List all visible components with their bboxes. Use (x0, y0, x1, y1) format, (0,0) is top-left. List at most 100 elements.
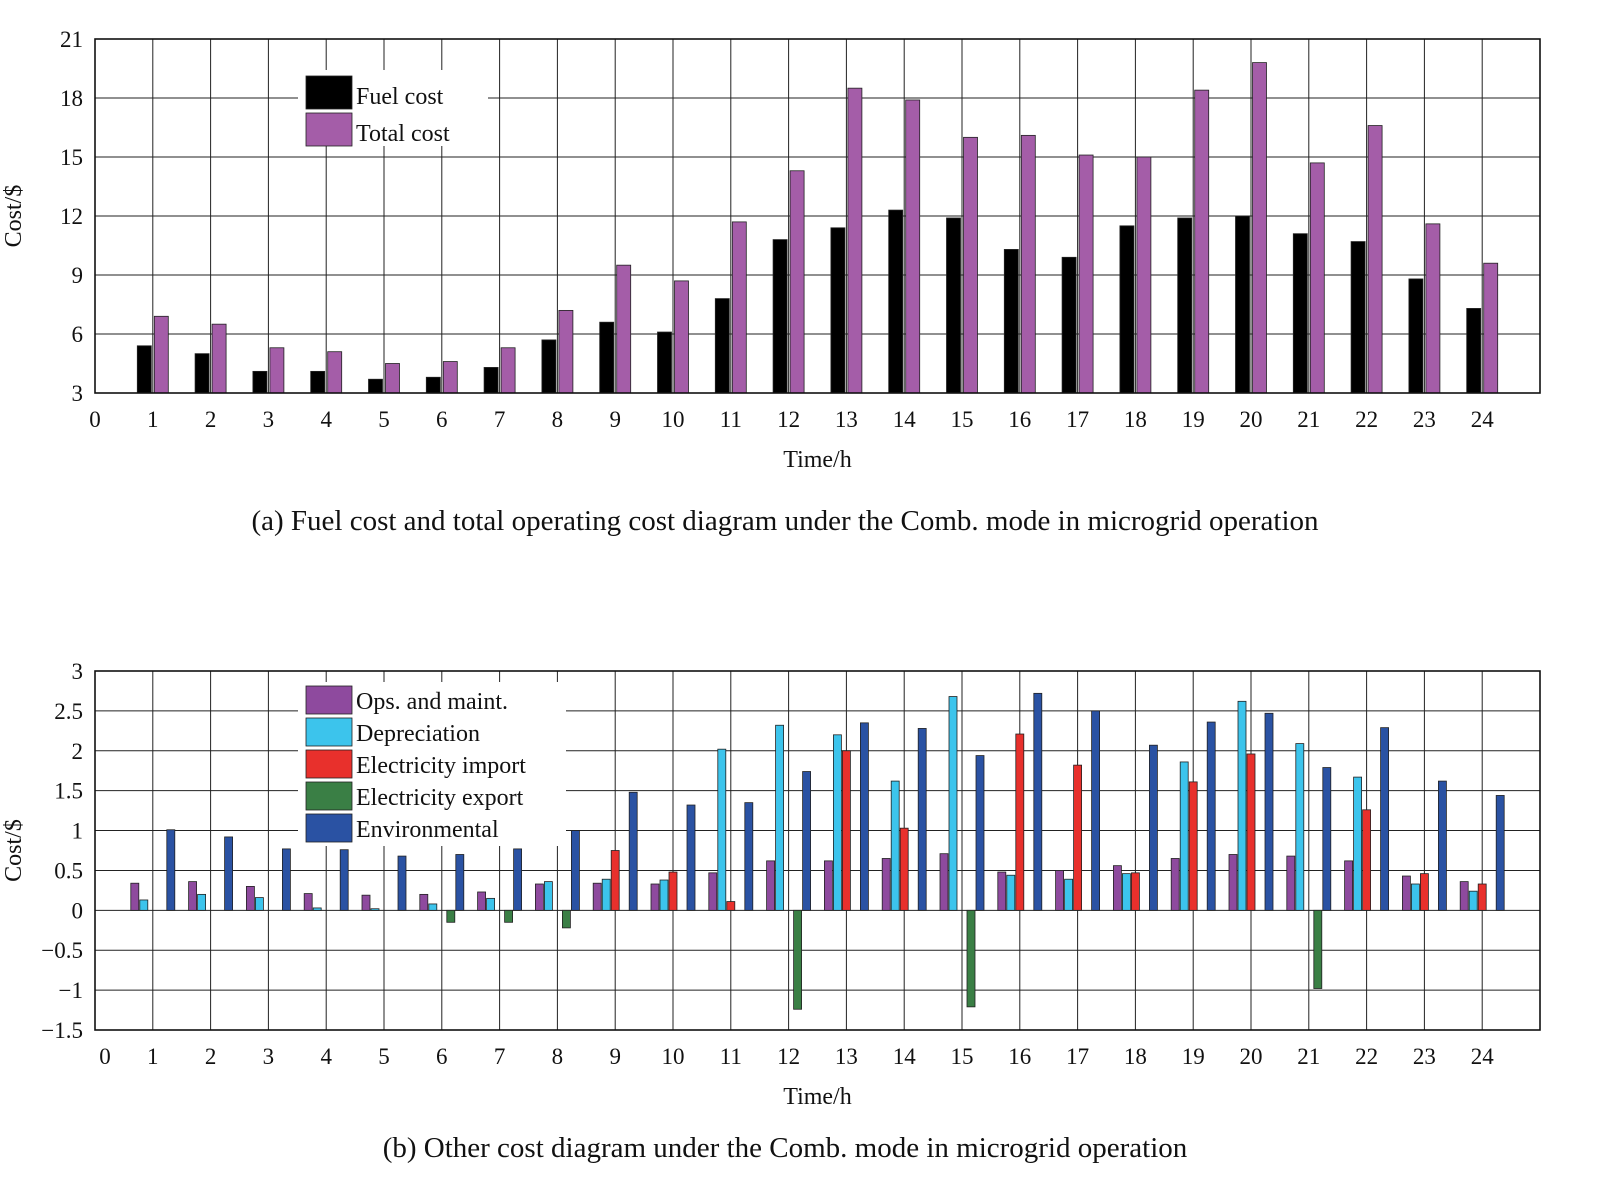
bar-b-s1-t10 (659, 879, 669, 911)
x-tick-label: 14 (893, 407, 917, 432)
bar-b-s3-t15 (966, 909, 976, 1008)
bar-a-s1-t3 (269, 347, 285, 394)
bar-b-s1-t16 (1006, 874, 1016, 911)
bar-a-s1-t8 (558, 309, 574, 394)
legend-label-0: Ops. and maint. (356, 689, 508, 715)
bar-b-s0-t24 (1459, 881, 1469, 911)
bar-a-s0-t6 (425, 376, 441, 394)
bar-b-s0-t1 (130, 882, 140, 911)
chart-b-caption: (b) Other cost diagram under the Comb. m… (383, 1132, 1188, 1164)
x-tick-label: 0 (99, 1044, 111, 1069)
bar-b-s0-t9 (592, 882, 602, 911)
legend: Ops. and maint. Depreciation Electricity i… (298, 682, 566, 846)
bar-b-s2-t24 (1477, 883, 1487, 911)
bar-a-s1-t17 (1078, 154, 1094, 394)
x-tick-label: 4 (320, 1044, 332, 1069)
x-tick-label: 7 (494, 407, 506, 432)
x-tick-label: 9 (609, 407, 621, 432)
y-tick-label: −1 (59, 978, 83, 1003)
bar-a-s0-t12 (772, 239, 788, 394)
x-tick-label: 18 (1124, 1044, 1147, 1069)
bar-b-s3-t12 (793, 909, 802, 1010)
bar-b-s0-t6 (419, 893, 429, 911)
bar-a-s0-t13 (830, 227, 846, 394)
bar-b-s4-t14 (917, 728, 927, 911)
bar-b-s0-t15 (939, 853, 949, 911)
x-tick-label: 21 (1297, 1044, 1320, 1069)
bar-b-s4-t15 (975, 755, 985, 911)
bar-a-s1-t22 (1367, 125, 1383, 394)
bar-b-s3-t8 (562, 909, 571, 929)
bar-b-s4-t16 (1033, 692, 1043, 911)
bar-b-s1-t20 (1237, 700, 1247, 911)
bar-a-s1-t13 (847, 87, 863, 394)
x-tick-label: 6 (436, 1044, 448, 1069)
x-tick-label: 15 (951, 407, 974, 432)
y-tick-label: 2.5 (54, 699, 83, 724)
bar-b-s1-t22 (1353, 776, 1362, 911)
x-tick-label: 16 (1008, 407, 1031, 432)
x-tick-label: 18 (1124, 407, 1147, 432)
bar-b-s1-t11 (717, 748, 727, 911)
bar-b-s4-t1 (166, 829, 176, 911)
legend-swatch-1 (305, 717, 353, 747)
bar-b-s4-t23 (1438, 780, 1447, 911)
bar-b-s2-t14 (899, 827, 909, 911)
bar-a-s1-t6 (442, 361, 458, 394)
bar-b-s0-t16 (997, 871, 1007, 911)
bar-b-s4-t13 (860, 722, 869, 911)
x-tick-label: 0 (89, 407, 101, 432)
bar-b-s0-t4 (303, 893, 313, 911)
y-tick-label: 12 (60, 204, 83, 229)
bar-b-s4-t19 (1206, 721, 1216, 911)
x-tick-label: 8 (552, 1044, 564, 1069)
x-tick-label: 24 (1471, 1044, 1495, 1069)
x-tick-label: 15 (951, 1044, 974, 1069)
legend-swatch-0 (305, 685, 353, 715)
x-axis-label: Time/h (783, 447, 851, 473)
bar-b-s2-t11 (726, 901, 736, 911)
bar-b-s0-t7 (477, 891, 487, 911)
bar-b-s0-t13 (824, 860, 833, 911)
bar-b-s4-t2 (224, 836, 234, 911)
bar-b-s0-t21 (1286, 855, 1296, 911)
bar-b-s4-t7 (513, 848, 522, 911)
bar-a-s1-t15 (963, 136, 978, 394)
y-tick-label: 0.5 (54, 858, 83, 883)
bar-a-s0-t17 (1061, 256, 1077, 394)
x-tick-label: 6 (436, 407, 448, 432)
bar-b-s1-t6 (428, 903, 438, 911)
bar-b-s0-t3 (245, 886, 255, 911)
bar-b-s1-t23 (1411, 883, 1420, 911)
x-tick-label: 19 (1182, 1044, 1205, 1069)
bar-a-s1-t20 (1252, 62, 1267, 394)
x-tick-label: 17 (1066, 407, 1089, 432)
bar-b-s1-t4 (312, 907, 322, 911)
bar-a-s1-t14 (905, 99, 921, 394)
bar-b-s1-t17 (1064, 878, 1073, 911)
y-tick-label: −0.5 (41, 938, 83, 963)
x-tick-label: 5 (378, 407, 390, 432)
bar-a-s0-t20 (1235, 215, 1250, 394)
bar-a-s0-t7 (483, 367, 499, 394)
chart-b: −1.5−1−0.500.511.522.530 1 2 3 4 5 6 7 8 9 10 11 12 1… (1, 659, 1541, 1110)
legend-swatch-2 (305, 749, 353, 779)
x-tick-label: 5 (378, 1044, 390, 1069)
bar-a-s0-t16 (1003, 249, 1019, 394)
bar-b-s0-t14 (881, 858, 891, 911)
bar-b-s1-t1 (139, 899, 149, 911)
bar-b-s1-t18 (1122, 873, 1131, 911)
bar-b-s0-t11 (708, 872, 718, 911)
bar-b-s0-t10 (650, 883, 660, 911)
bar-a-s1-t2 (211, 323, 227, 394)
bar-b-s0-t20 (1228, 854, 1238, 911)
bar-a-s1-t4 (327, 351, 343, 394)
bar-b-s1-t12 (775, 724, 784, 911)
bar-b-s4-t8 (571, 830, 580, 911)
chart-a-caption: (a) Fuel cost and total operating cost d… (251, 505, 1319, 537)
y-tick-label: 18 (60, 86, 83, 111)
x-tick-label: 12 (777, 1044, 800, 1069)
bar-b-s1-t2 (197, 893, 207, 911)
bar-a-s1-t10 (674, 280, 689, 394)
bar-b-s4-t5 (397, 855, 407, 911)
